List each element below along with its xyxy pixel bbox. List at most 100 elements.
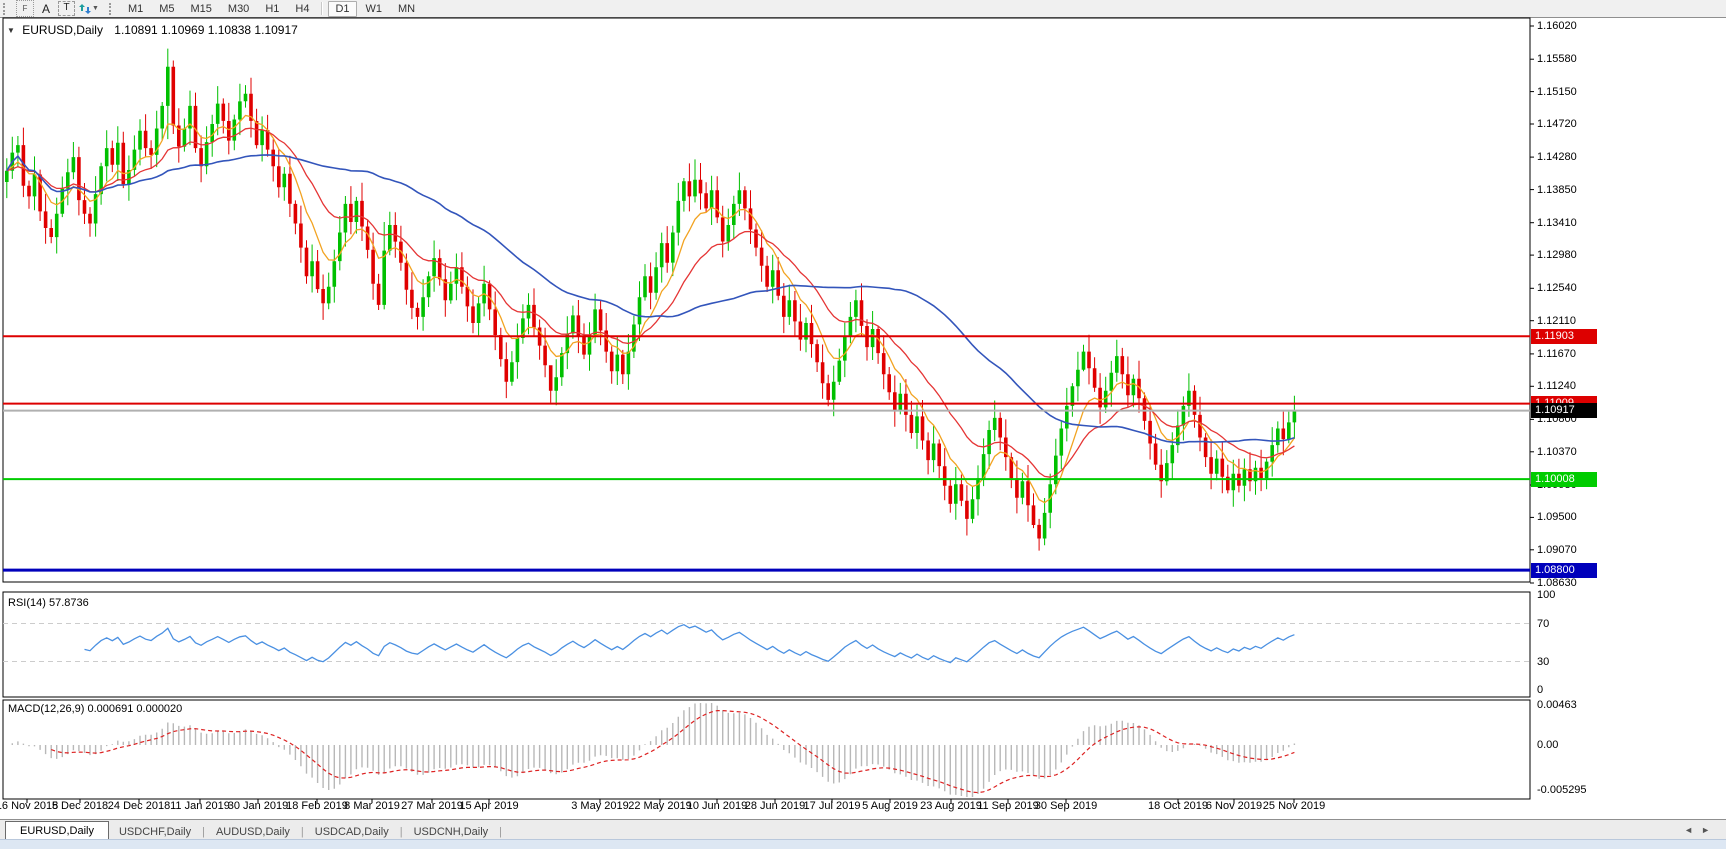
price-axis-tick: 1.12540 xyxy=(1537,282,1577,294)
support-line-green-price-box: 1.10008 xyxy=(1531,472,1597,487)
date-axis-label: 25 Nov 2019 xyxy=(1262,800,1326,812)
current-price-box: 1.10917 xyxy=(1531,403,1597,418)
timeframe-button-d1[interactable]: D1 xyxy=(328,0,357,17)
date-axis-label: 15 Apr 2019 xyxy=(459,800,519,812)
price-axis-tick: 1.12110 xyxy=(1537,315,1576,327)
chart-tabs: EURUSD,Daily USDCHF,Daily | AUDUSD,Daily | US… xyxy=(0,821,503,840)
price-axis-tick: 1.09500 xyxy=(1537,511,1577,523)
price-axis-tick: 1.10370 xyxy=(1537,446,1577,458)
rsi-panel-divider[interactable] xyxy=(0,583,1726,591)
chart-tab-usdcad[interactable]: USDCAD,Daily xyxy=(314,826,389,838)
price-axis-tick: 1.15150 xyxy=(1537,86,1577,98)
date-axis-label: 3 May 2019 xyxy=(571,800,629,812)
tab-separator: | xyxy=(499,826,503,838)
ma-slow-line xyxy=(6,154,1295,444)
tab-separator: | xyxy=(399,826,403,838)
price-axis-tick: 1.11670 xyxy=(1537,348,1576,360)
timeframe-button-mn[interactable]: MN xyxy=(398,2,416,15)
macd-axis-tick: 0.00 xyxy=(1537,739,1559,751)
collapse-triangle-icon[interactable]: ▼ xyxy=(7,26,15,35)
timeframe-button-m15[interactable]: M15 xyxy=(190,2,212,15)
color-arrows-icon xyxy=(79,3,91,14)
price-axis-tick: 1.11240 xyxy=(1537,380,1576,392)
date-axis-label: 11 Jan 2019 xyxy=(170,800,230,812)
chart-title: ▼ EURUSD,Daily 1.10891 1.10969 1.10838 1… xyxy=(7,23,298,37)
toolbar-grip[interactable] xyxy=(3,2,9,15)
rsi-line xyxy=(84,623,1295,664)
tab-separator: | xyxy=(202,826,205,838)
timeframe-button-group: M1 M5 M15 M30 H1 H4 D1 W1 MN xyxy=(120,0,423,17)
main-panel-border xyxy=(2,17,1531,583)
price-axis-tick: 1.08630 xyxy=(1537,577,1577,589)
macd-indicator-label: MACD(12,26,9) 0.000691 0.000020 xyxy=(8,703,183,715)
chart-symbol-period: EURUSD,Daily xyxy=(22,23,103,37)
price-axis-tick: 1.13850 xyxy=(1537,184,1577,196)
timeframe-button-m5[interactable]: M5 xyxy=(159,2,175,15)
price-axis-tick: 1.14720 xyxy=(1537,118,1577,130)
chart-tab-eurusd[interactable]: EURUSD,Daily xyxy=(5,821,109,840)
resistance-line-1-price-box: 1.11903 xyxy=(1531,329,1597,344)
date-axis-label: 11 Sep 2019 xyxy=(977,800,1039,812)
chart-tab-usdchf[interactable]: USDCHF,Daily xyxy=(118,826,192,838)
chart-ohlc-values: 1.10891 1.10969 1.10838 1.10917 xyxy=(114,23,298,37)
macd-panel-border xyxy=(2,699,1531,800)
font-tool-button[interactable]: A xyxy=(41,1,50,16)
date-axis-label: 18 Oct 2019 xyxy=(1148,800,1208,812)
price-axis-tick: 1.12980 xyxy=(1537,249,1577,261)
toolbar-grid-icon[interactable]: F xyxy=(16,0,34,17)
date-axis-label: 5 Aug 2019 xyxy=(862,800,918,812)
date-axis-label: 8 Mar 2019 xyxy=(344,800,400,812)
price-axis-tick: 1.15580 xyxy=(1537,53,1577,65)
timeframe-button-w1[interactable]: W1 xyxy=(365,2,383,15)
date-axis-label: 30 Sep 2019 xyxy=(1034,800,1098,812)
tab-scroll-right-icon[interactable]: ► xyxy=(1701,825,1718,835)
date-axis-label: 22 May 2019 xyxy=(628,800,692,812)
text-tool-icon: T xyxy=(58,1,75,16)
chart-tab-usdcnh[interactable]: USDCNH,Daily xyxy=(413,826,489,838)
date-axis-label: 27 Mar 2019 xyxy=(401,800,463,812)
timeframe-button-h4[interactable]: H4 xyxy=(295,2,310,15)
macd-axis-tick: 0.00463 xyxy=(1537,699,1577,711)
ma-fast-line xyxy=(6,114,1295,504)
macd-signal-line xyxy=(51,709,1295,794)
macd-histogram xyxy=(11,703,1296,797)
price-axis-tick: 1.09070 xyxy=(1537,544,1577,556)
price-axis-tick: 1.16020 xyxy=(1537,20,1577,32)
toolbar-separator xyxy=(321,2,324,15)
rsi-axis-tick: 0 xyxy=(1537,684,1544,696)
macd-axis-tick: -0.005295 xyxy=(1537,784,1587,796)
support-line-blue-price-box: 1.08800 xyxy=(1531,563,1597,578)
timeframe-toolbar-grip[interactable] xyxy=(108,2,115,15)
date-axis-label: 5 Dec 2018 xyxy=(51,800,109,812)
colors-tool-button[interactable]: ▼ xyxy=(79,1,99,16)
date-axis-label: 28 Jun 2019 xyxy=(744,800,806,812)
date-axis-label: 10 Jun 2019 xyxy=(686,800,748,812)
date-axis-label: 30 Jan 2019 xyxy=(227,800,289,812)
timeframe-button-h1[interactable]: H1 xyxy=(265,2,280,15)
date-axis-label: 23 Aug 2019 xyxy=(920,800,982,812)
tab-separator: | xyxy=(300,826,304,838)
chart-tab-audusd[interactable]: AUDUSD,Daily xyxy=(215,826,290,838)
date-axis-label: 6 Nov 2019 xyxy=(1205,800,1263,812)
price-axis-tick: 1.14280 xyxy=(1537,151,1577,163)
rsi-indicator-label: RSI(14) 57.8736 xyxy=(8,597,89,609)
rsi-panel-border xyxy=(2,591,1531,698)
rsi-axis-tick: 70 xyxy=(1537,618,1550,630)
bottom-scrollbar[interactable] xyxy=(0,839,1726,849)
rsi-axis-tick: 30 xyxy=(1537,656,1550,668)
ma-mid-line xyxy=(6,127,1295,478)
date-axis-label: 17 Jul 2019 xyxy=(803,800,861,812)
tab-scroll-left-icon[interactable]: ◄ xyxy=(1684,825,1702,835)
date-axis-label: 16 Nov 2018 xyxy=(0,800,59,812)
price-axis-tick: 1.13410 xyxy=(1537,217,1577,229)
rsi-axis-tick: 100 xyxy=(1537,589,1556,601)
macd-panel-divider[interactable] xyxy=(0,697,1726,701)
top-toolbar: F A T ▼ M1 M5 M15 M30 H1 H4 D1 W1 MN xyxy=(0,0,1726,18)
date-axis-label: 24 Dec 2018 xyxy=(107,800,171,812)
timeframe-button-m1[interactable]: M1 xyxy=(127,2,144,15)
timeframe-button-m30[interactable]: M30 xyxy=(227,2,250,15)
chart-tabbar: EURUSD,Daily USDCHF,Daily | AUDUSD,Daily | US… xyxy=(0,819,1726,840)
text-tool-button[interactable]: T xyxy=(58,1,75,16)
